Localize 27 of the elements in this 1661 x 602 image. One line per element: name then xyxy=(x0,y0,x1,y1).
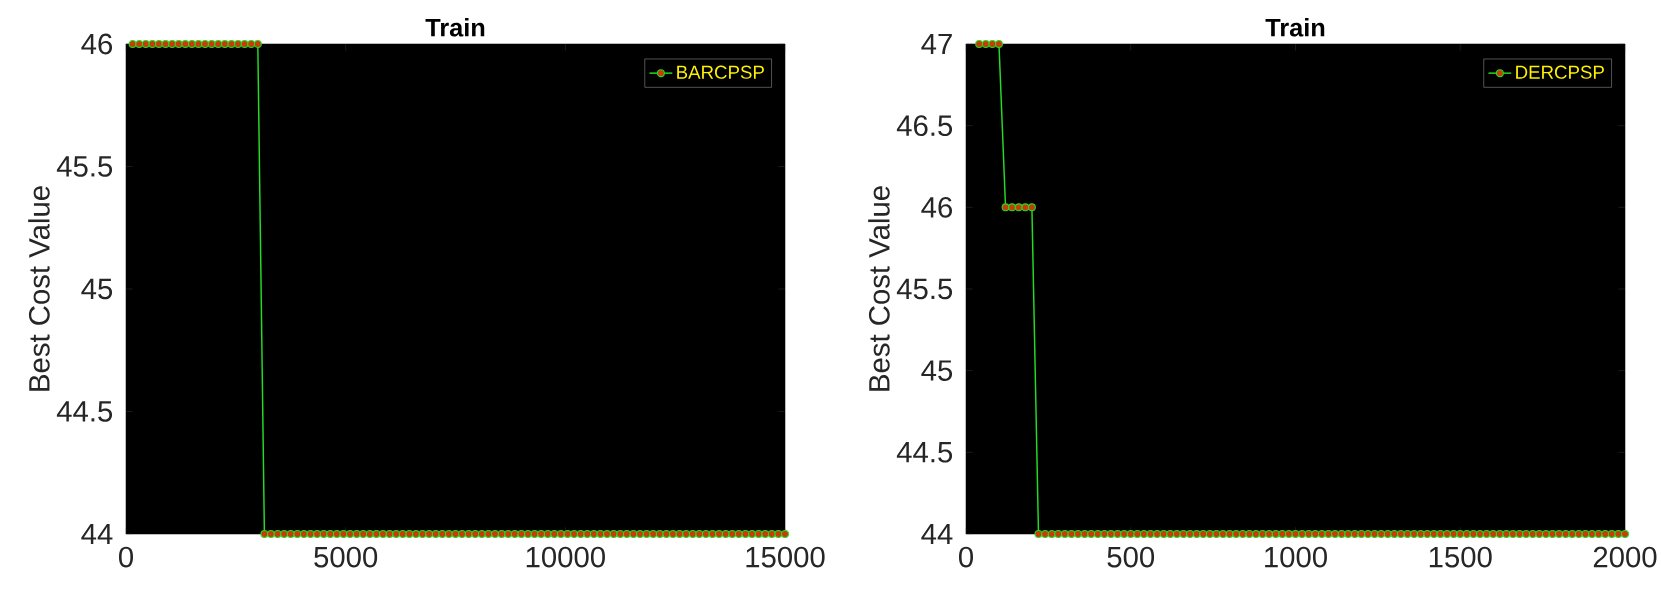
y-axis-title: Best Cost Value xyxy=(28,186,50,391)
y-tick-label: 44.5 xyxy=(896,442,953,463)
x-tick-label: 1000 xyxy=(1265,546,1327,568)
x-tick-label: 0 xyxy=(959,546,974,568)
y-tick-label: 46 xyxy=(81,33,113,55)
x-tick-label: 0 xyxy=(119,546,134,568)
y-tick-label: 45 xyxy=(921,360,953,381)
y-tick-label: 46.5 xyxy=(896,115,953,137)
chart-title: Train xyxy=(1265,18,1325,37)
x-tick-label: 1500 xyxy=(1429,546,1492,568)
x-tick-label: 500 xyxy=(1107,546,1155,568)
x-tick-label: 5000 xyxy=(314,546,378,568)
y-axis-title: Best Cost Value xyxy=(868,186,890,391)
x-tick-label: 15000 xyxy=(746,546,825,568)
y-tick-label: 46 xyxy=(921,196,953,218)
y-tick-label: 44 xyxy=(921,523,953,545)
chart-title: Train xyxy=(425,18,485,37)
y-tick-label: 44 xyxy=(81,523,113,545)
legend-label: DERCPSP xyxy=(1516,65,1604,79)
x-tick-label: 2000 xyxy=(1593,546,1657,568)
y-tick-label: 45 xyxy=(81,278,113,300)
y-tick-label: 47 xyxy=(921,33,952,55)
legend-label: BARCPSP xyxy=(677,65,764,79)
y-tick-label: 45.5 xyxy=(896,278,953,300)
x-tick-label: 10000 xyxy=(526,546,605,568)
y-tick-label: 44.5 xyxy=(56,401,113,422)
y-tick-label: 45.5 xyxy=(56,156,113,177)
